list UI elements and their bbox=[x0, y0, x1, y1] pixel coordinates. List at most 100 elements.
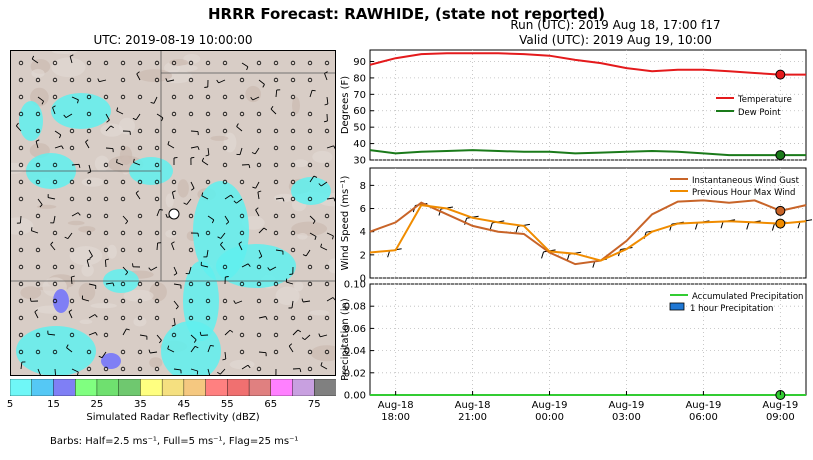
wind-barb bbox=[150, 351, 158, 354]
wind-barb bbox=[292, 329, 299, 336]
wind-barb-feather bbox=[132, 263, 134, 267]
wind-barb bbox=[320, 334, 328, 338]
wind-barb bbox=[66, 347, 73, 353]
wind-barb bbox=[173, 266, 178, 274]
wind-barb-feather bbox=[61, 145, 64, 150]
calm-station bbox=[239, 230, 245, 236]
calm-station bbox=[222, 145, 228, 151]
terrain-patch bbox=[94, 155, 110, 172]
wind-barb bbox=[71, 212, 79, 217]
calm-station bbox=[290, 94, 296, 100]
wind-barb-feather bbox=[270, 105, 274, 110]
y-tick-label: 90 bbox=[353, 57, 366, 68]
wind-barb bbox=[239, 147, 243, 155]
reflectivity-colorbar bbox=[10, 379, 336, 396]
calm-station bbox=[222, 179, 228, 185]
legend-label: Temperature bbox=[737, 95, 792, 105]
wind-barb-feather bbox=[236, 123, 239, 127]
wind-barb bbox=[105, 147, 114, 150]
y-tick-label: 6 bbox=[360, 204, 366, 215]
wind-barb bbox=[218, 79, 226, 84]
calm-station bbox=[290, 162, 296, 168]
calm-station bbox=[86, 366, 92, 372]
colorbar-bin bbox=[314, 379, 336, 396]
calm-station bbox=[222, 94, 228, 100]
wind-barb bbox=[190, 146, 198, 149]
calm-station bbox=[35, 332, 41, 338]
wind-barb-feather bbox=[233, 300, 236, 304]
calm-station bbox=[205, 111, 211, 117]
calm-station bbox=[324, 213, 330, 219]
calm-station bbox=[222, 162, 228, 168]
calm-station bbox=[137, 94, 143, 100]
wind-barb-feather bbox=[267, 267, 271, 271]
wind-barb-feather bbox=[320, 362, 323, 366]
wind-barb-feather bbox=[171, 241, 175, 244]
wind-barb-feather bbox=[289, 273, 293, 275]
y-tick-label: 0.00 bbox=[344, 391, 366, 402]
wind-barb-feather bbox=[262, 84, 265, 88]
wind-barb bbox=[309, 90, 313, 98]
wind-barb-feather bbox=[52, 105, 56, 108]
wind-barb-feather bbox=[312, 220, 316, 224]
series-line-2 bbox=[369, 204, 807, 262]
wind-barb-feather bbox=[320, 243, 323, 248]
wind-barb-feather bbox=[251, 152, 256, 155]
wind-barb bbox=[238, 243, 243, 251]
wind-barb bbox=[275, 249, 283, 252]
calm-station bbox=[222, 111, 228, 117]
calm-station bbox=[324, 264, 330, 270]
terrain-patch bbox=[165, 229, 177, 238]
wind-barb-feather bbox=[97, 78, 100, 82]
calm-station bbox=[290, 60, 296, 66]
calm-station bbox=[18, 94, 24, 100]
calm-station bbox=[103, 366, 109, 372]
wind-barb-feather bbox=[41, 100, 44, 105]
wind-barb bbox=[171, 192, 175, 200]
y-tick-label: 4 bbox=[360, 227, 366, 238]
terrain-patch bbox=[165, 193, 174, 208]
calm-station bbox=[18, 179, 24, 185]
calm-station bbox=[256, 162, 262, 168]
calm-station bbox=[103, 94, 109, 100]
y-tick-label: 40 bbox=[353, 139, 366, 150]
calm-station bbox=[222, 128, 228, 134]
calm-station bbox=[188, 60, 194, 66]
calm-station bbox=[256, 264, 262, 270]
calm-station bbox=[290, 196, 296, 202]
terrain-patch bbox=[274, 193, 295, 202]
calm-station bbox=[205, 179, 211, 185]
wind-barb-feather bbox=[205, 154, 210, 157]
calm-station bbox=[137, 230, 143, 236]
plot-area bbox=[369, 283, 807, 396]
x-tick-label: Aug-19 bbox=[609, 400, 645, 411]
series-line-1 bbox=[369, 199, 807, 266]
calm-station bbox=[18, 349, 24, 355]
wind-barb-feather bbox=[106, 119, 110, 123]
wind-barb-feather bbox=[77, 99, 79, 104]
calm-station bbox=[35, 213, 41, 219]
wind-barb-feather bbox=[313, 175, 318, 178]
wind-barb-feather bbox=[263, 227, 268, 231]
calm-station bbox=[307, 128, 313, 134]
wind-barb-feather bbox=[333, 197, 335, 202]
calm-station bbox=[69, 247, 75, 253]
wind-barb bbox=[186, 198, 192, 205]
wind-barb-feather bbox=[64, 236, 69, 240]
figure-title: HRRR Forecast: RAWHIDE, (state not repor… bbox=[207, 5, 606, 23]
calm-station bbox=[52, 162, 58, 168]
calm-station bbox=[137, 366, 143, 372]
y-tick-label: 0.04 bbox=[344, 346, 366, 357]
wind-barb-feather bbox=[125, 271, 129, 276]
wind-barb-feather bbox=[183, 202, 187, 205]
wind-barb-feather bbox=[225, 276, 229, 278]
calm-station bbox=[35, 281, 41, 287]
calm-station bbox=[86, 77, 92, 83]
calm-station bbox=[307, 145, 313, 151]
wind-barb bbox=[150, 266, 158, 271]
calm-station bbox=[273, 332, 279, 338]
wind-barb bbox=[188, 266, 192, 274]
legend-label: 1 hour Precipitation bbox=[690, 304, 773, 314]
wind-barb bbox=[320, 365, 328, 370]
wind-barb bbox=[224, 194, 232, 200]
